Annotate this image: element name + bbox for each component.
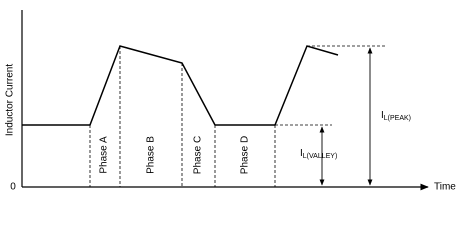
phase-label: Phase A xyxy=(99,136,110,174)
valley-subscript: L(VALLEY) xyxy=(303,153,338,160)
origin-label: 0 xyxy=(10,182,16,193)
y-axis-label: Inductor Current xyxy=(5,64,16,136)
valley-symbol: I xyxy=(300,148,303,159)
peak-subscript: L(PEAK) xyxy=(384,115,411,122)
phase-label: Phase D xyxy=(240,136,251,174)
diagram: Inductor Current 0 Time Phase A Phase B … xyxy=(5,10,456,193)
phase-label: Phase C xyxy=(193,136,204,174)
x-axis-label: Time xyxy=(434,182,456,193)
phase-label: Phase B xyxy=(146,136,157,174)
valley-label: IL(VALLEY) xyxy=(300,148,337,160)
waveform xyxy=(22,45,339,126)
peak-symbol: I xyxy=(381,110,384,121)
peak-label: IL(PEAK) xyxy=(381,110,411,122)
